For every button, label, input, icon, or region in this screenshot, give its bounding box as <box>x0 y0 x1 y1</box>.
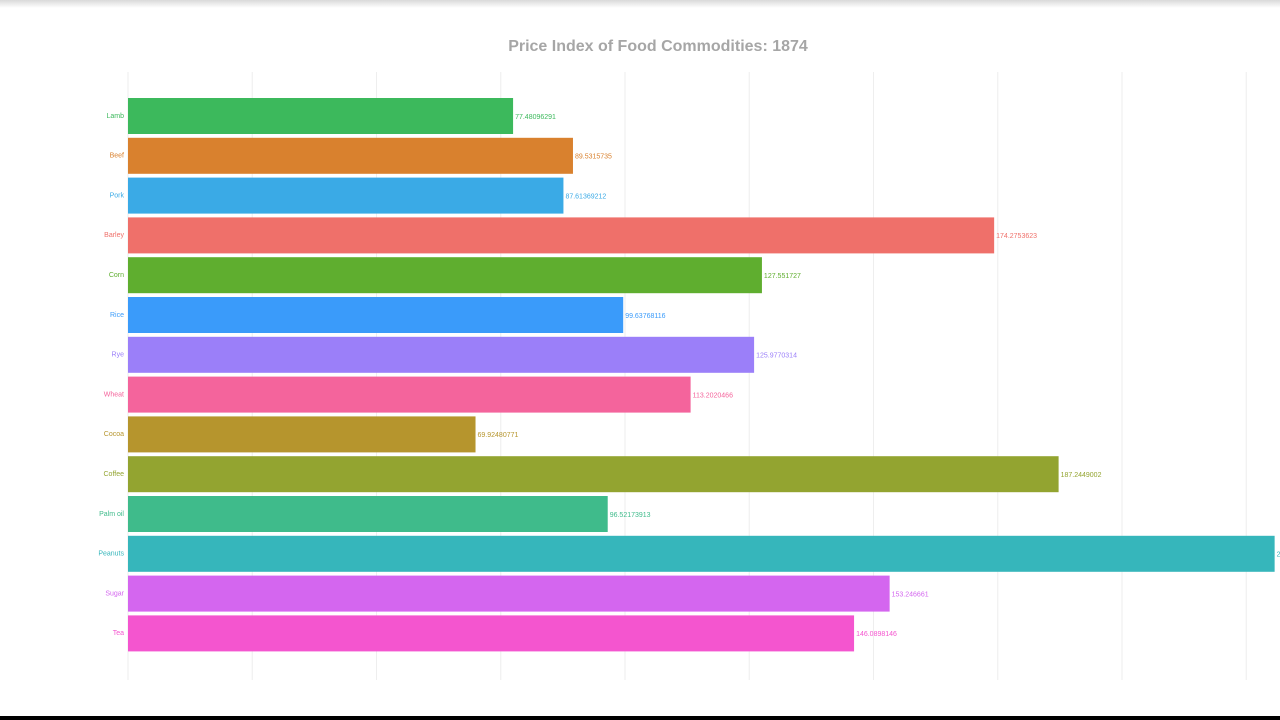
category-label: Tea <box>113 630 124 637</box>
category-label: Palm oil <box>99 511 124 518</box>
value-label: 174.2753623 <box>996 233 1037 240</box>
bar-wheat[interactable] <box>128 376 691 413</box>
bar-tea[interactable] <box>128 615 855 652</box>
bar-peanuts[interactable] <box>128 535 1275 572</box>
value-label: 113.2020466 <box>693 392 733 399</box>
category-label: Pork <box>110 192 125 199</box>
category-label: Wheat <box>104 391 124 398</box>
labels: Lamb 77.48096291 Beef 89.5315735 Pork 87.6136… <box>98 113 1280 638</box>
value-label: 146.0898146 <box>856 631 897 638</box>
value-label: 77.48096291 <box>515 114 556 121</box>
bar-corn[interactable] <box>128 257 762 294</box>
category-label: Corn <box>109 272 124 279</box>
value-label: 153.246661 <box>892 591 929 598</box>
bottom-border <box>0 716 1280 720</box>
bar-sugar[interactable] <box>128 575 890 612</box>
category-label: Rice <box>110 312 124 319</box>
category-label: Beef <box>110 153 124 160</box>
value-label: 187.2449002 <box>1061 472 1102 479</box>
value-label: 96.52173913 <box>610 512 651 519</box>
category-label: Sugar <box>105 590 124 597</box>
value-label: 230.7094437 <box>1277 552 1280 559</box>
value-label: 99.63768116 <box>625 313 665 320</box>
bar-cocoa[interactable] <box>128 416 476 453</box>
bar-lamb[interactable] <box>128 98 514 134</box>
bar-rye[interactable] <box>128 336 755 373</box>
category-label: Lamb <box>106 113 124 120</box>
top-shade <box>0 0 1280 8</box>
category-label: Barley <box>104 232 124 239</box>
value-label: 127.551727 <box>764 273 801 280</box>
category-label: Coffee <box>104 471 125 478</box>
bars <box>128 98 1275 652</box>
category-label: Rye <box>112 352 125 359</box>
bar-coffee[interactable] <box>128 456 1059 493</box>
value-label: 89.5315735 <box>575 154 612 161</box>
bar-barley[interactable] <box>128 217 995 254</box>
bar-palm-oil[interactable] <box>128 496 608 532</box>
category-label: Cocoa <box>104 431 124 438</box>
value-label: 87.61369212 <box>565 193 606 200</box>
chart-title: Price Index of Food Commodities: 1874 <box>508 38 808 55</box>
bar-rice[interactable] <box>128 297 624 333</box>
bar-pork[interactable] <box>128 177 564 214</box>
value-label: 125.9770314 <box>756 353 797 360</box>
category-label: Peanuts <box>98 551 124 558</box>
value-label: 69.92480771 <box>478 432 519 439</box>
bar-beef[interactable] <box>128 137 573 174</box>
